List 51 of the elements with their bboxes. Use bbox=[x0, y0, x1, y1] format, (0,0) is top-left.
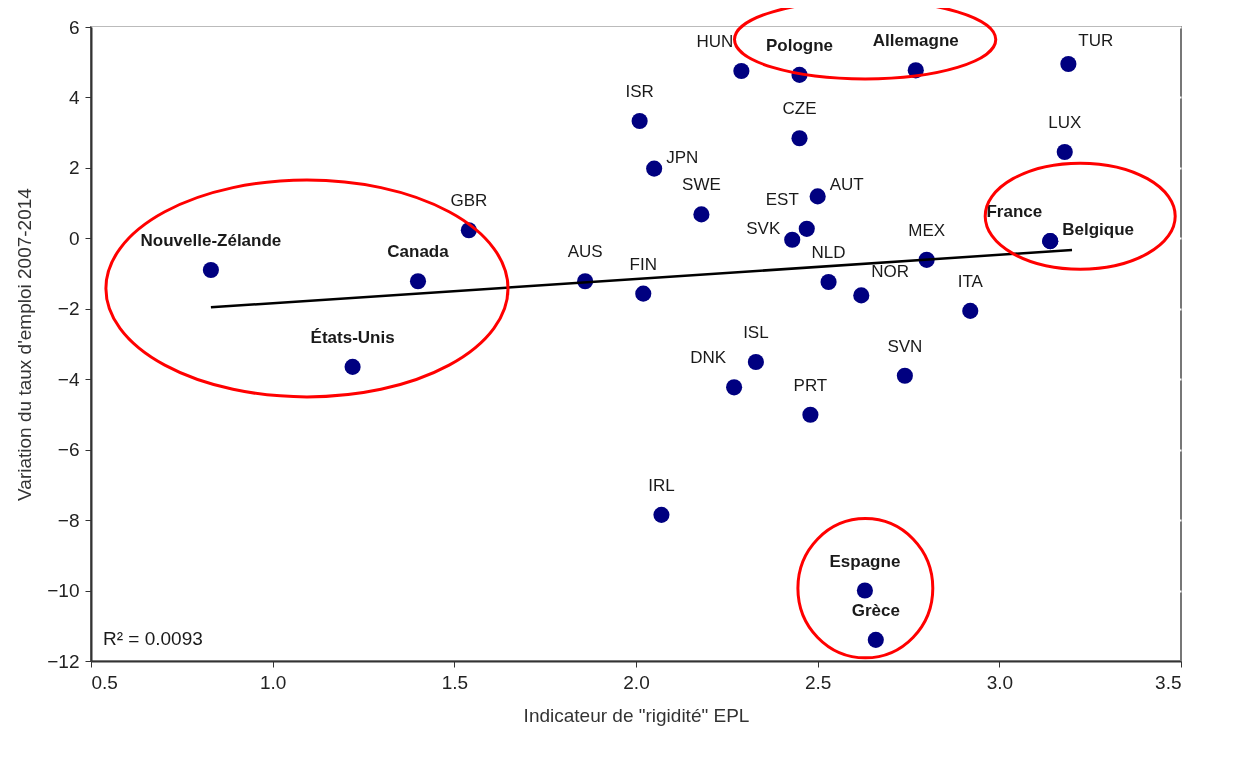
data-label: Canada bbox=[387, 242, 450, 262]
data-label: ISR bbox=[625, 82, 654, 102]
data-label: ISL bbox=[743, 322, 769, 342]
data-label: Nouvelle-Zélande bbox=[140, 231, 282, 251]
data-label: AUT bbox=[829, 175, 864, 195]
data-label: Pologne bbox=[765, 35, 834, 55]
data-label: SWE bbox=[682, 175, 721, 195]
annotation: R² = 0.0093 bbox=[103, 628, 203, 649]
y-tick-label: −10 bbox=[47, 580, 80, 602]
data-label: LUX bbox=[1048, 113, 1082, 133]
data-label: États-Unis bbox=[310, 327, 395, 347]
data-label: SVK bbox=[746, 218, 781, 238]
data-label: PRT bbox=[793, 375, 828, 395]
x-tick-label: 0.5 bbox=[91, 671, 118, 693]
x-tick-label: 2.5 bbox=[804, 671, 832, 693]
data-label: ITA bbox=[957, 271, 984, 291]
data-label: EST bbox=[765, 189, 799, 209]
y-tick-label: −6 bbox=[57, 439, 80, 461]
data-label: TUR bbox=[1078, 30, 1114, 50]
data-label: SVN bbox=[887, 336, 923, 356]
x-tick-label: 3.5 bbox=[1155, 671, 1182, 693]
data-label: MEX bbox=[908, 220, 946, 240]
y-tick-label: −2 bbox=[57, 298, 80, 320]
y-tick-label: 6 bbox=[68, 16, 80, 38]
data-label: Espagne bbox=[829, 551, 901, 571]
y-tick-label: −4 bbox=[57, 368, 80, 390]
data-label: DNK bbox=[690, 348, 727, 368]
y-tick-label: 4 bbox=[68, 86, 80, 108]
data-label: IRL bbox=[648, 475, 675, 495]
y-tick-label: −8 bbox=[57, 509, 80, 531]
data-label: FIN bbox=[629, 254, 657, 274]
data-label: Belgique bbox=[1062, 220, 1134, 240]
data-label: HUN bbox=[696, 32, 734, 52]
x-tick-label: 1.0 bbox=[259, 671, 287, 693]
x-axis-title: Indicateur de "rigidité" EPL bbox=[523, 704, 750, 726]
data-label: Allemagne bbox=[872, 31, 959, 51]
x-tick-label: 2.0 bbox=[623, 671, 650, 693]
data-label: NLD bbox=[811, 243, 846, 263]
y-tick-label: 2 bbox=[68, 157, 80, 179]
data-label: GBR bbox=[450, 191, 488, 211]
y-axis-title: Variation du taux d'emploi 2007-2014 bbox=[14, 187, 36, 501]
data-label: France bbox=[986, 202, 1043, 222]
x-tick-label: 1.5 bbox=[441, 671, 469, 693]
data-label: JPN bbox=[666, 147, 699, 167]
data-label: NOR bbox=[871, 262, 910, 282]
data-label: CZE bbox=[782, 99, 817, 119]
x-tick-label: 3.0 bbox=[986, 671, 1014, 693]
y-tick-label: −12 bbox=[47, 650, 80, 672]
data-label: AUS bbox=[567, 242, 603, 262]
y-tick-label: 0 bbox=[68, 227, 80, 249]
data-label: Grèce bbox=[851, 600, 900, 620]
